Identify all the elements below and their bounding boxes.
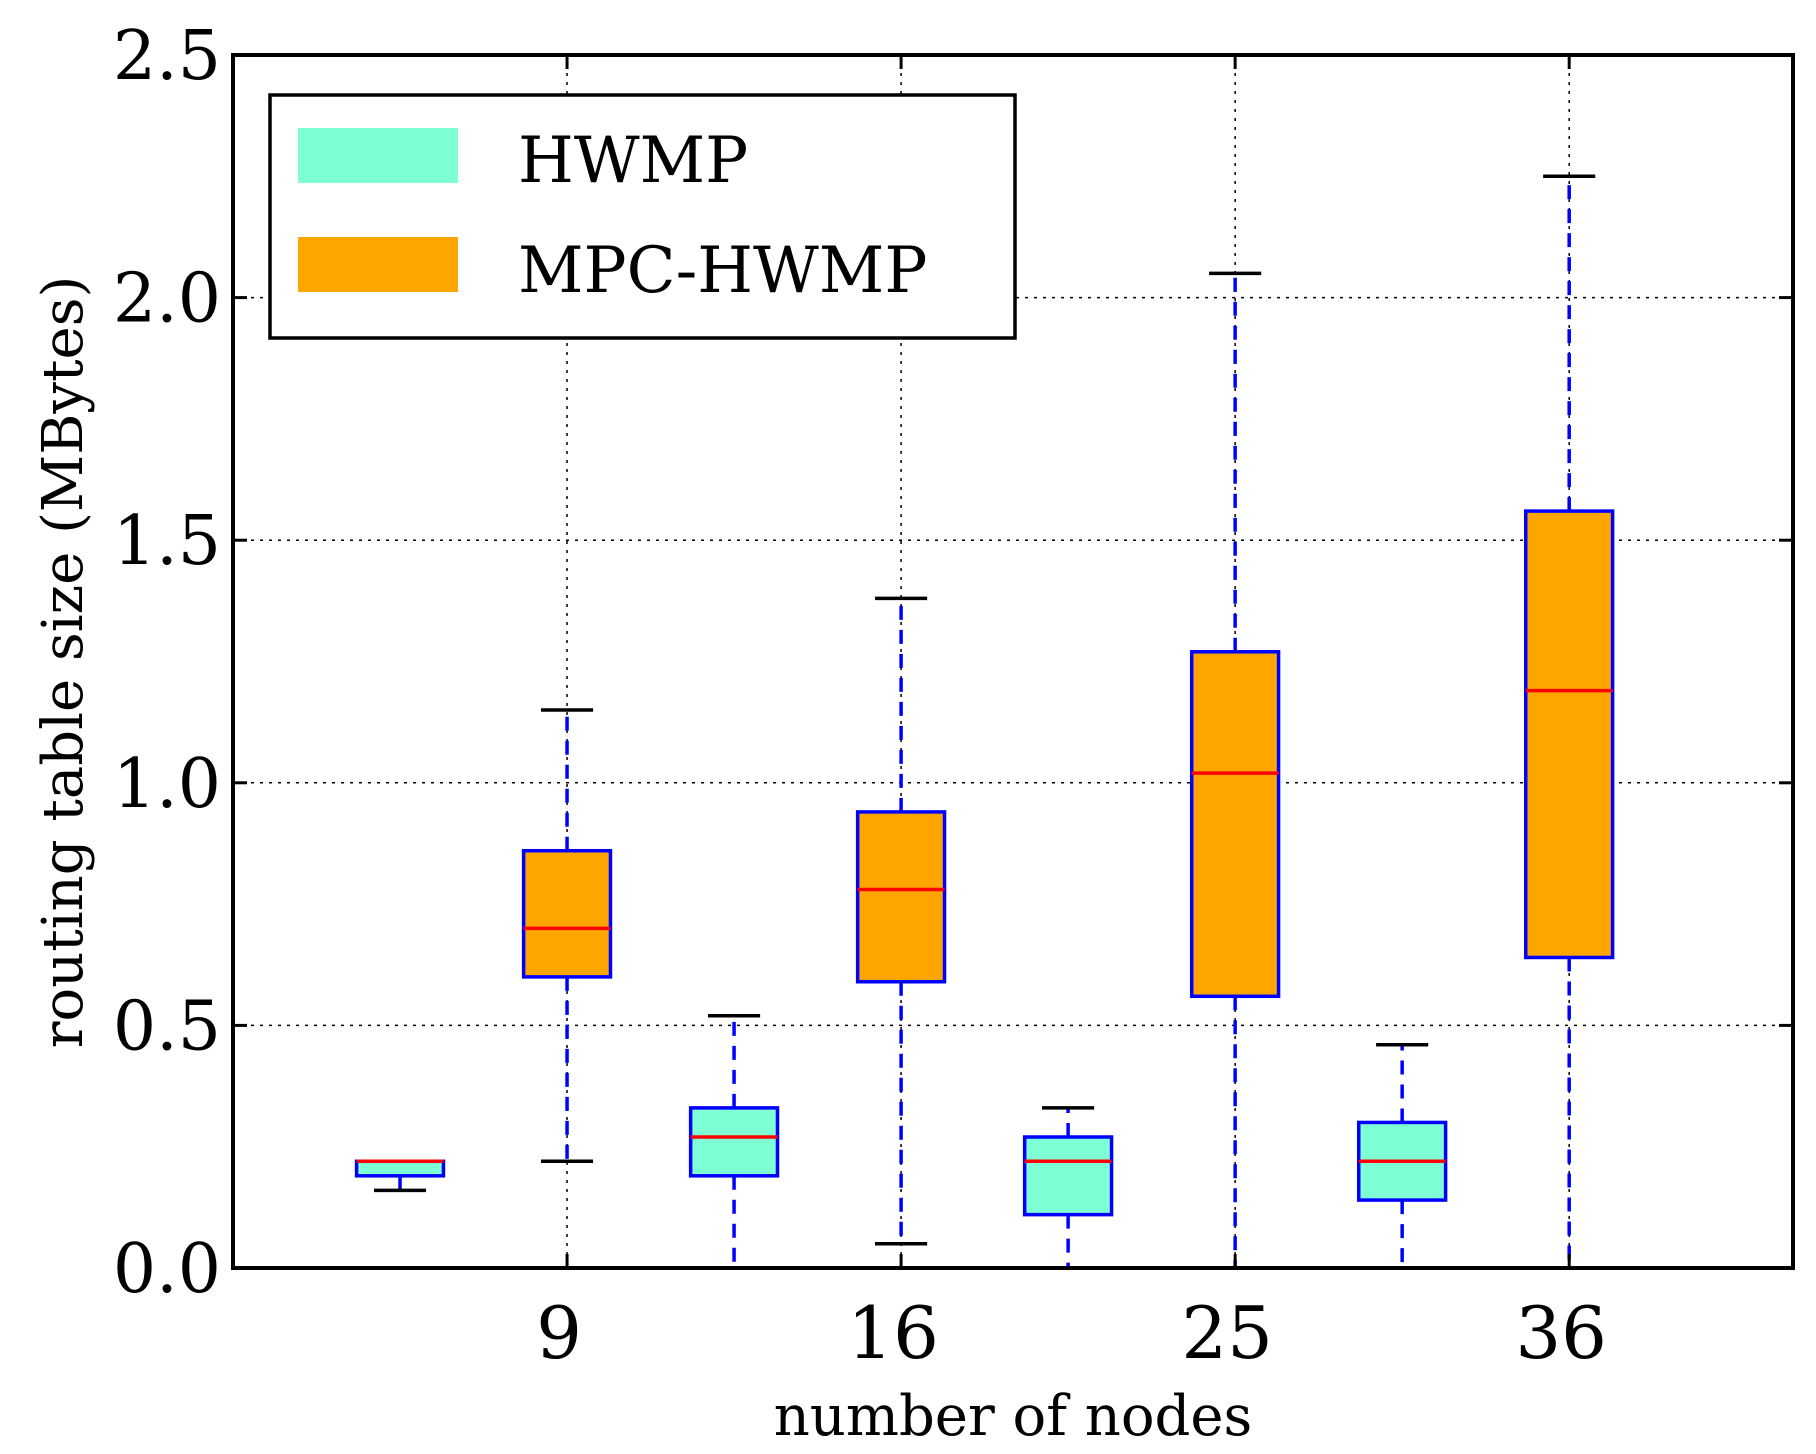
y-tick-label: 0.5 bbox=[113, 987, 221, 1066]
mpc-hwmp-box bbox=[1524, 509, 1615, 960]
y-tick-label: 2.5 bbox=[113, 17, 221, 96]
y-tick-label: 1.0 bbox=[113, 745, 221, 824]
boxes bbox=[354, 174, 1615, 1268]
hwmp-box bbox=[354, 1159, 446, 1178]
legend-label-hwmp: HWMP bbox=[518, 124, 748, 198]
hwmp-box bbox=[1022, 1135, 1114, 1217]
x-tick-label: 16 bbox=[847, 1291, 939, 1375]
plot-area bbox=[231, 53, 1795, 1270]
legend-label-mpc-hwmp: MPC-HWMP bbox=[518, 234, 927, 308]
y-tick-label: 1.5 bbox=[113, 502, 221, 581]
x-tick-label: 36 bbox=[1515, 1291, 1607, 1375]
hwmp-box bbox=[688, 1106, 780, 1178]
mpc-hwmp-box bbox=[521, 848, 613, 979]
y-tick-label: 2.0 bbox=[113, 260, 221, 339]
x-tick-label: 25 bbox=[1181, 1291, 1273, 1375]
y-axis-label: routing table size (MBytes) bbox=[31, 276, 96, 1049]
x-tick-label: 9 bbox=[536, 1291, 582, 1375]
legend: HWMP MPC-HWMP bbox=[268, 93, 1017, 340]
mpc-hwmp-box bbox=[855, 810, 947, 984]
y-tick-label: 0.0 bbox=[113, 1230, 221, 1309]
axis-ticks: 0.0 0.5 1.0 1.5 2.0 2.5 9 16 25 36 bbox=[113, 17, 1793, 1375]
legend-swatch-hwmp bbox=[298, 128, 458, 183]
x-axis-label: number of nodes bbox=[774, 1384, 1253, 1449]
mpc-hwmp-box bbox=[1189, 650, 1281, 999]
legend-swatch-mpc-hwmp bbox=[298, 237, 458, 292]
